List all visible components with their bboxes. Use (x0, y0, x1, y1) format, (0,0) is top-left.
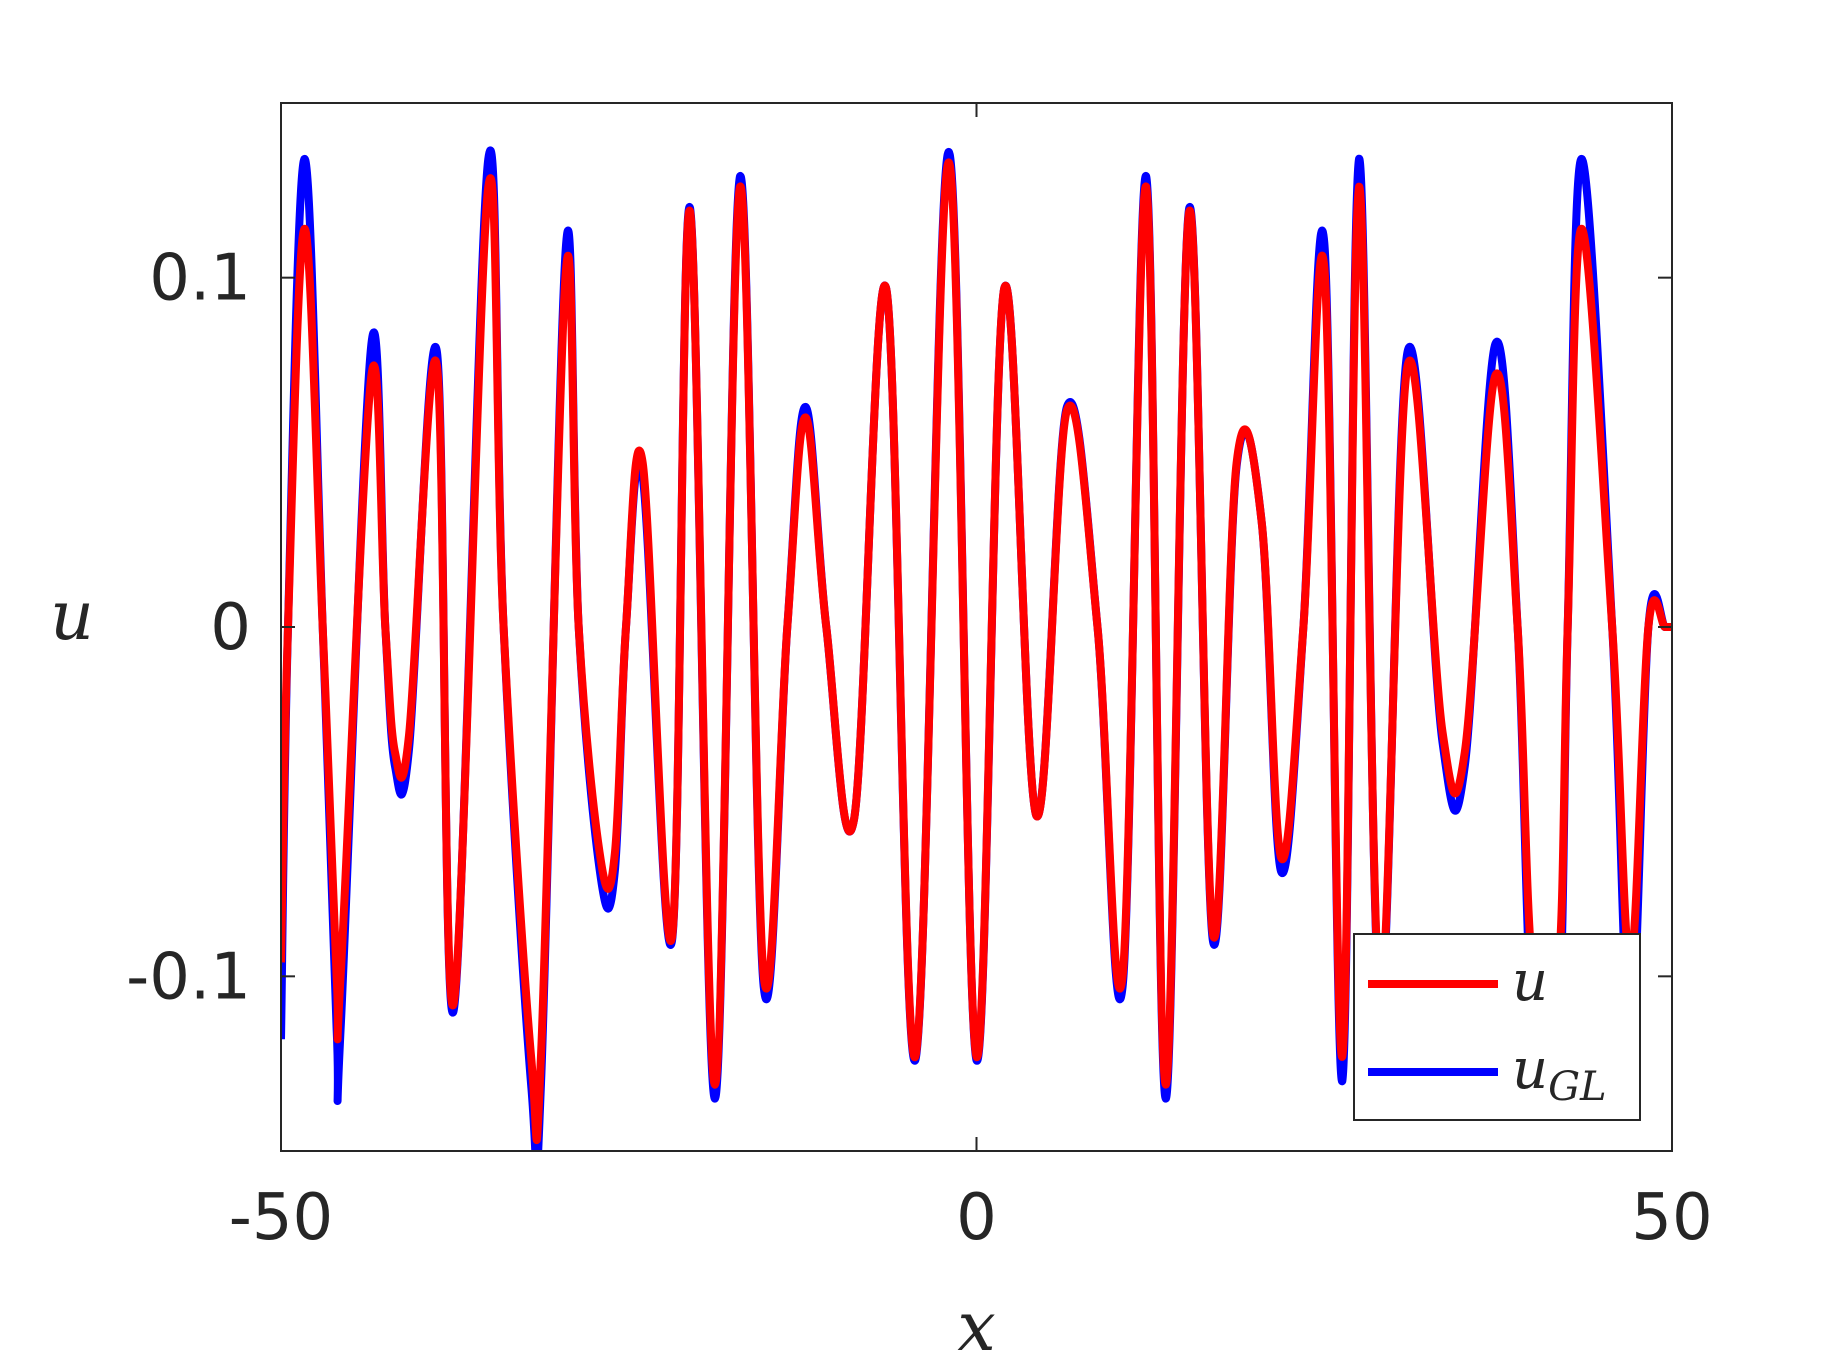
axes (280, 102, 1673, 1152)
x-tick-label: -50 (229, 1181, 334, 1255)
x-tick-label: 0 (956, 1181, 997, 1255)
plot-area (281, 146, 1672, 1151)
tick-labels: -50 0 50 -0.1 0 0.1 (126, 242, 1713, 1255)
legend-box (1353, 933, 1641, 1121)
legend-entry-label: u (1512, 949, 1548, 1014)
y-axis-label: u (50, 577, 94, 656)
y-tick-label: 0 (210, 591, 251, 665)
y-tick-label: 0.1 (149, 242, 251, 316)
x-tick-label: 50 (1631, 1181, 1712, 1255)
x-axis-label: x (957, 1288, 995, 1367)
series-line-u (281, 158, 1672, 1144)
y-tick-label: -0.1 (126, 940, 251, 1014)
